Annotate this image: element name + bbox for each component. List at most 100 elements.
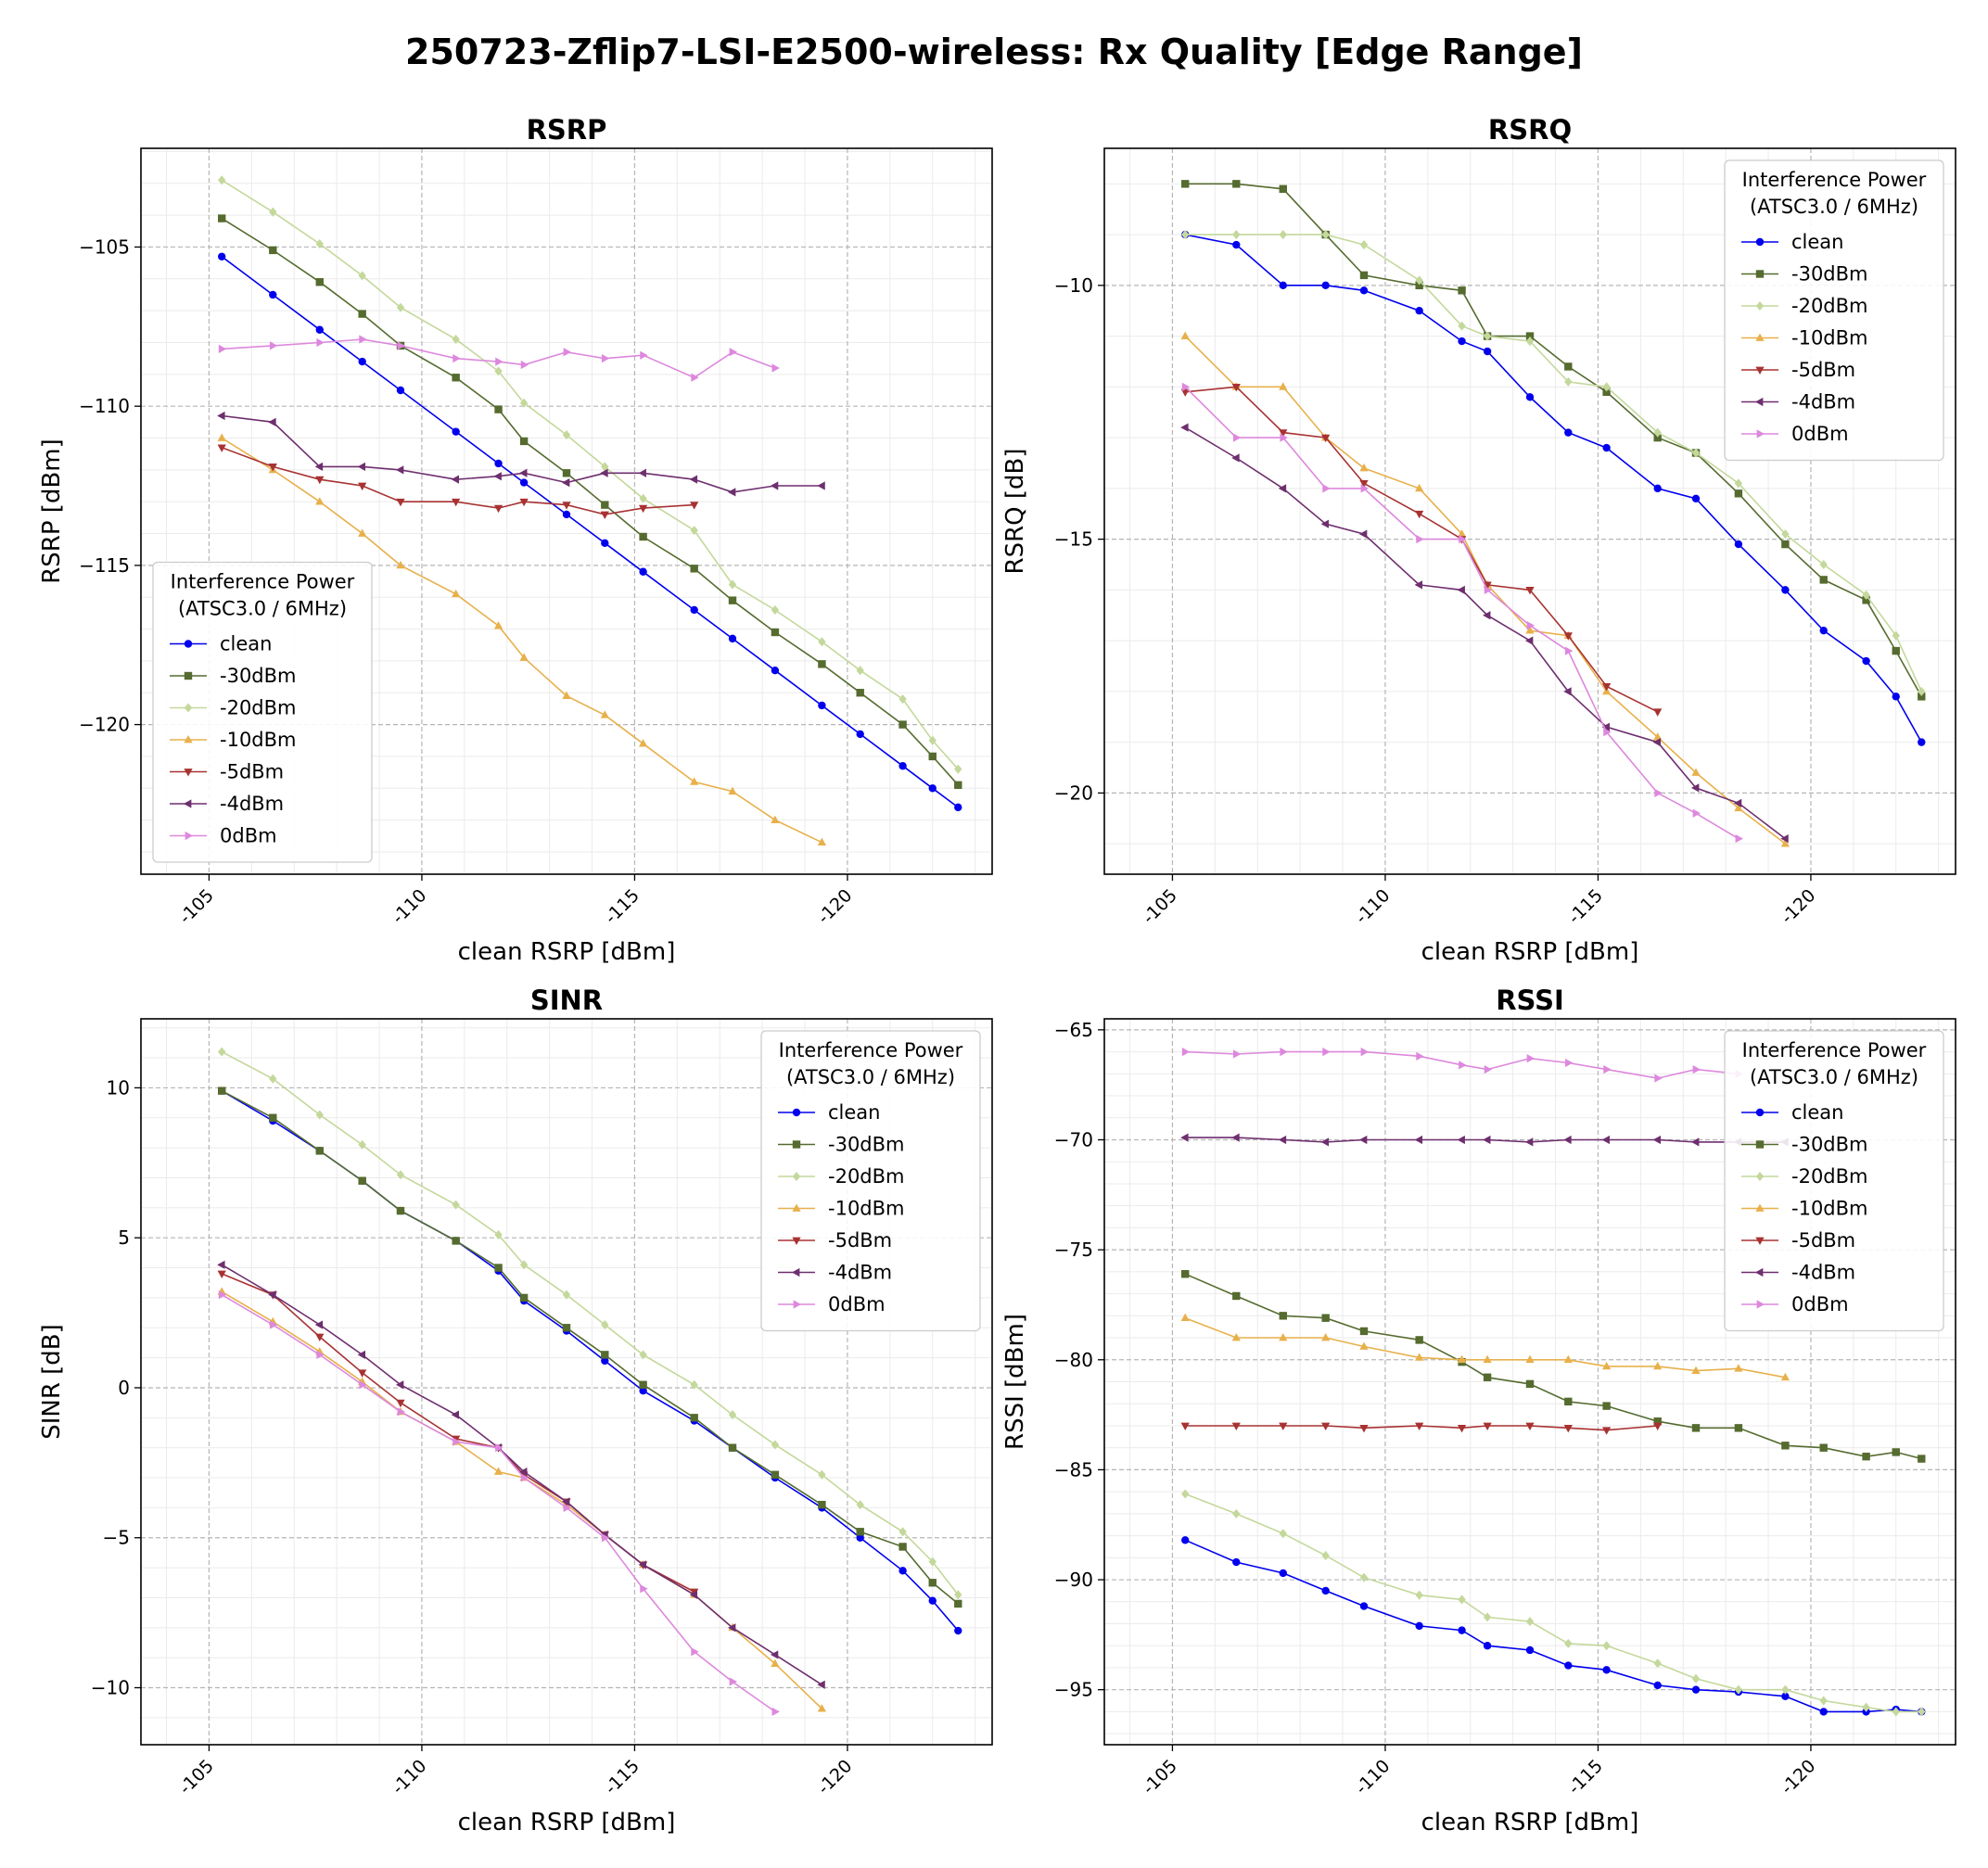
data-point [1322,484,1331,493]
y-tick-label: −80 [1054,1349,1093,1371]
data-point [1564,646,1574,655]
data-point [1918,686,1926,696]
data-point [1414,580,1423,590]
data-point [397,341,406,350]
data-point [1458,286,1466,295]
data-point [898,694,907,705]
legend-swatch-marker [792,1140,801,1149]
data-point [856,689,864,697]
x-tick-label: -105 [1139,1756,1181,1798]
data-point [1654,788,1663,798]
data-point [1602,443,1611,452]
y-axis-label: RSRQ [dB] [1001,449,1029,575]
series-0dbm [1181,1047,1743,1083]
data-point [1414,1135,1423,1145]
data-point [601,354,610,363]
data-point [315,278,324,286]
data-point [1359,1424,1369,1433]
data-point [928,752,937,761]
data-point [1321,281,1330,290]
data-point [452,1200,460,1210]
data-point [217,1260,225,1269]
legend-label: -10dBm [1791,327,1868,349]
legend-label: 0dBm [828,1293,886,1315]
data-point [1780,834,1789,844]
data-point [727,488,736,497]
data-point [1653,433,1662,442]
series--5dbm [1180,1422,1663,1435]
series-line [1185,1425,1658,1431]
data-point [1321,230,1330,240]
data-point [1321,1586,1330,1595]
data-point [494,1264,503,1272]
data-point [1359,239,1369,250]
data-point [1862,1702,1870,1712]
data-point [359,335,367,344]
data-point [493,504,503,514]
data-point [1457,1424,1467,1433]
data-point [1180,331,1190,339]
data-point [1278,1135,1287,1145]
data-point [1601,1135,1610,1145]
data-point [771,667,780,675]
legend: Interference Power (ATSC3.0 / 6MHz) clean -… [1724,159,1944,462]
axes-frame [1103,147,1956,875]
legend-swatch-marker [793,1300,802,1309]
legend-entry: clean [1741,1101,1843,1124]
legend-label: -10dBm [1791,1198,1868,1220]
legend-swatch-marker [1754,397,1764,407]
data-point [519,398,529,408]
legend-label: 0dBm [220,825,277,847]
data-point [1781,1692,1790,1701]
data-point [217,433,226,441]
data-point [358,357,366,366]
data-point [1781,540,1790,549]
x-tick-label: -110 [388,885,430,928]
legend-label: 0dBm [1791,1293,1849,1315]
data-point [1525,1646,1535,1655]
y-tick-label: −90 [1054,1569,1093,1591]
data-point [1279,1333,1288,1341]
data-point [451,1410,460,1419]
legend-label: -5dBm [1791,359,1855,381]
data-point [638,1560,646,1569]
legend-swatch-marker [1756,429,1765,438]
data-point [452,1237,460,1245]
data-point [1526,621,1536,630]
series-clean [218,252,962,812]
legend-label: -20dBm [1791,1165,1868,1188]
data-point [818,637,826,647]
data-point [818,660,826,668]
data-point [1892,693,1900,701]
data-point [639,493,647,503]
data-point [1653,1422,1663,1430]
legend-box [1724,159,1944,462]
data-point [817,481,825,490]
data-point [954,803,962,812]
legend-entry: -4dBm [1741,1262,1855,1284]
legend-label: -30dBm [828,1134,905,1156]
legend-label: 0dBm [1791,423,1849,445]
y-tick-label: −10 [1054,274,1093,297]
data-point [357,1350,366,1360]
data-point [452,589,461,598]
data-point [954,764,962,774]
axes-frame [1103,1018,1956,1746]
series-0dbm [218,1290,780,1717]
data-point [1819,576,1828,584]
series--5dbm [1180,383,1663,717]
series-clean [1181,1536,1926,1716]
data-point [1653,708,1663,717]
data-point [218,1086,226,1095]
data-point [268,1290,276,1300]
data-point [452,427,460,436]
data-point [1458,1626,1466,1634]
legend-title: Interference Power [171,571,355,593]
legend-entry: -30dBm [778,1134,905,1156]
data-point [1525,393,1535,401]
series-clean [1181,230,1926,746]
data-point [1734,1684,1743,1695]
data-point [315,497,325,505]
data-point [563,1503,572,1513]
